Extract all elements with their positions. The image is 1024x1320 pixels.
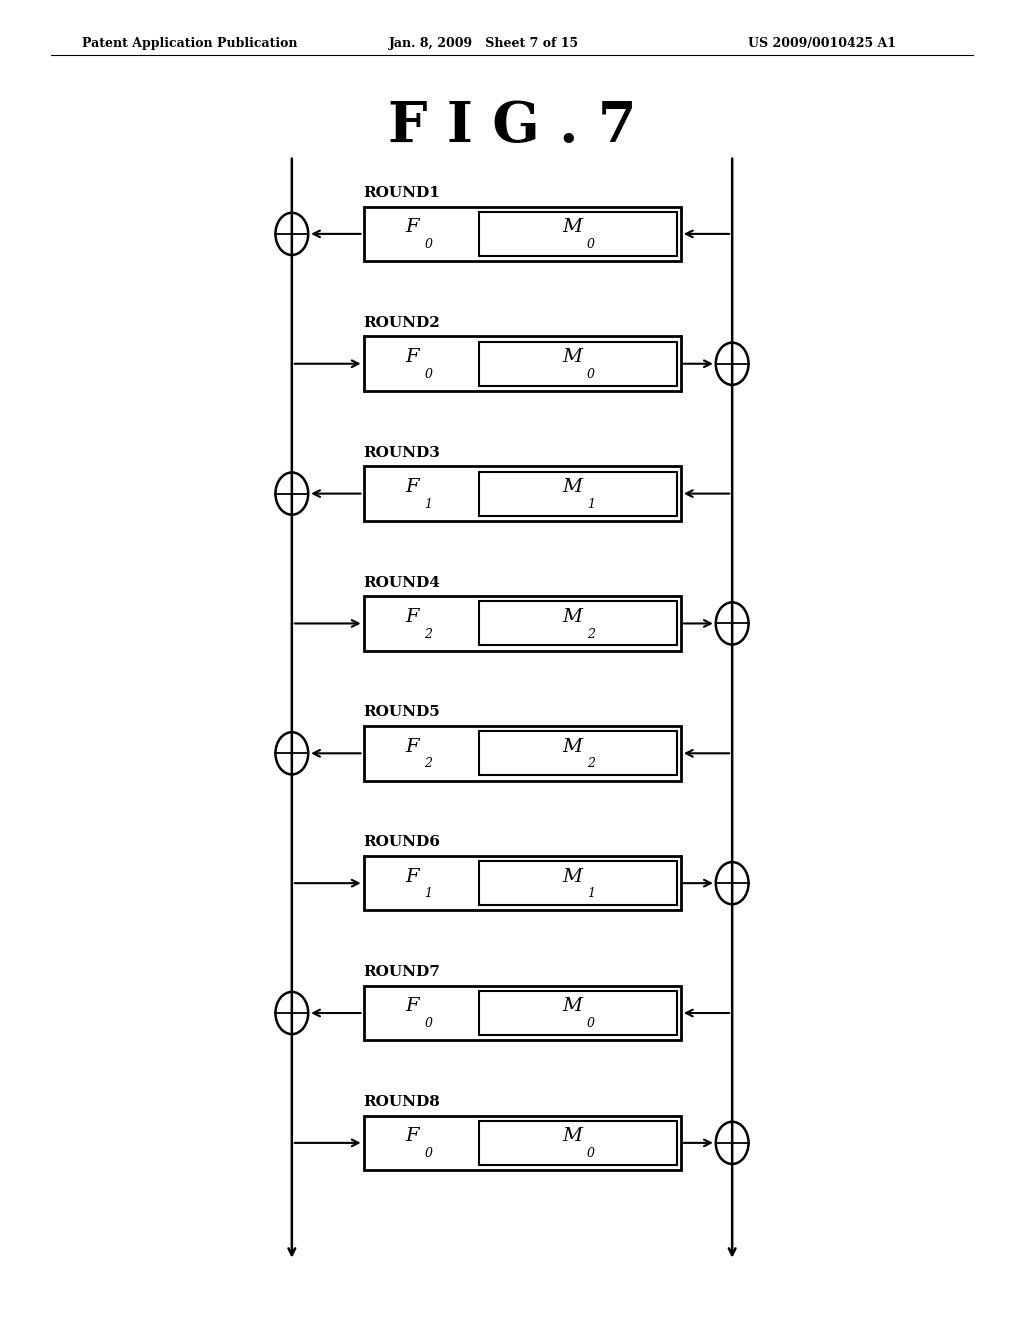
Text: 0: 0 — [424, 368, 432, 380]
Bar — [479, 213, 677, 256]
Bar — [479, 342, 677, 385]
Text: ROUND5: ROUND5 — [364, 705, 440, 719]
Text: M: M — [562, 738, 582, 756]
Text: 1: 1 — [424, 498, 432, 511]
Text: 2: 2 — [587, 758, 595, 771]
Text: 1: 1 — [424, 887, 432, 900]
Text: M: M — [562, 218, 582, 236]
Text: 0: 0 — [424, 1147, 432, 1160]
Bar — [479, 1121, 677, 1164]
Bar — [364, 337, 681, 391]
Text: M: M — [562, 607, 582, 626]
Text: F: F — [406, 1127, 419, 1146]
Text: F I G . 7: F I G . 7 — [388, 99, 636, 154]
Bar — [479, 991, 677, 1035]
Text: F: F — [406, 348, 419, 366]
Text: ROUND2: ROUND2 — [364, 315, 440, 330]
Text: 0: 0 — [424, 238, 432, 251]
Text: ROUND7: ROUND7 — [364, 965, 440, 979]
Text: F: F — [406, 867, 419, 886]
Text: 2: 2 — [424, 758, 432, 771]
Bar — [364, 597, 681, 651]
Bar — [364, 1115, 681, 1170]
Bar — [364, 986, 681, 1040]
Text: 0: 0 — [587, 1018, 595, 1030]
Text: 0: 0 — [587, 1147, 595, 1160]
Bar — [364, 726, 681, 780]
Bar — [364, 207, 681, 261]
Bar — [479, 861, 677, 906]
Text: F: F — [406, 607, 419, 626]
Text: 0: 0 — [587, 368, 595, 380]
Text: M: M — [562, 478, 582, 496]
Bar — [479, 602, 677, 645]
Text: 1: 1 — [587, 498, 595, 511]
Text: F: F — [406, 478, 419, 496]
Text: ROUND8: ROUND8 — [364, 1096, 440, 1109]
Bar — [479, 731, 677, 775]
Bar — [364, 855, 681, 911]
Text: M: M — [562, 1127, 582, 1146]
Text: 2: 2 — [587, 627, 595, 640]
Text: 0: 0 — [424, 1018, 432, 1030]
Text: Jan. 8, 2009   Sheet 7 of 15: Jan. 8, 2009 Sheet 7 of 15 — [389, 37, 580, 50]
Text: US 2009/0010425 A1: US 2009/0010425 A1 — [748, 37, 896, 50]
Text: M: M — [562, 867, 582, 886]
Text: M: M — [562, 348, 582, 366]
Bar — [364, 466, 681, 521]
Text: 2: 2 — [424, 627, 432, 640]
Text: F: F — [406, 738, 419, 756]
Text: F: F — [406, 998, 419, 1015]
Text: F: F — [406, 218, 419, 236]
Text: ROUND6: ROUND6 — [364, 836, 440, 849]
Text: Patent Application Publication: Patent Application Publication — [82, 37, 297, 50]
Text: M: M — [562, 998, 582, 1015]
Text: 1: 1 — [587, 887, 595, 900]
Bar — [479, 471, 677, 516]
Text: 0: 0 — [587, 238, 595, 251]
Text: ROUND3: ROUND3 — [364, 446, 440, 459]
Text: ROUND4: ROUND4 — [364, 576, 440, 590]
Text: ROUND1: ROUND1 — [364, 186, 440, 201]
